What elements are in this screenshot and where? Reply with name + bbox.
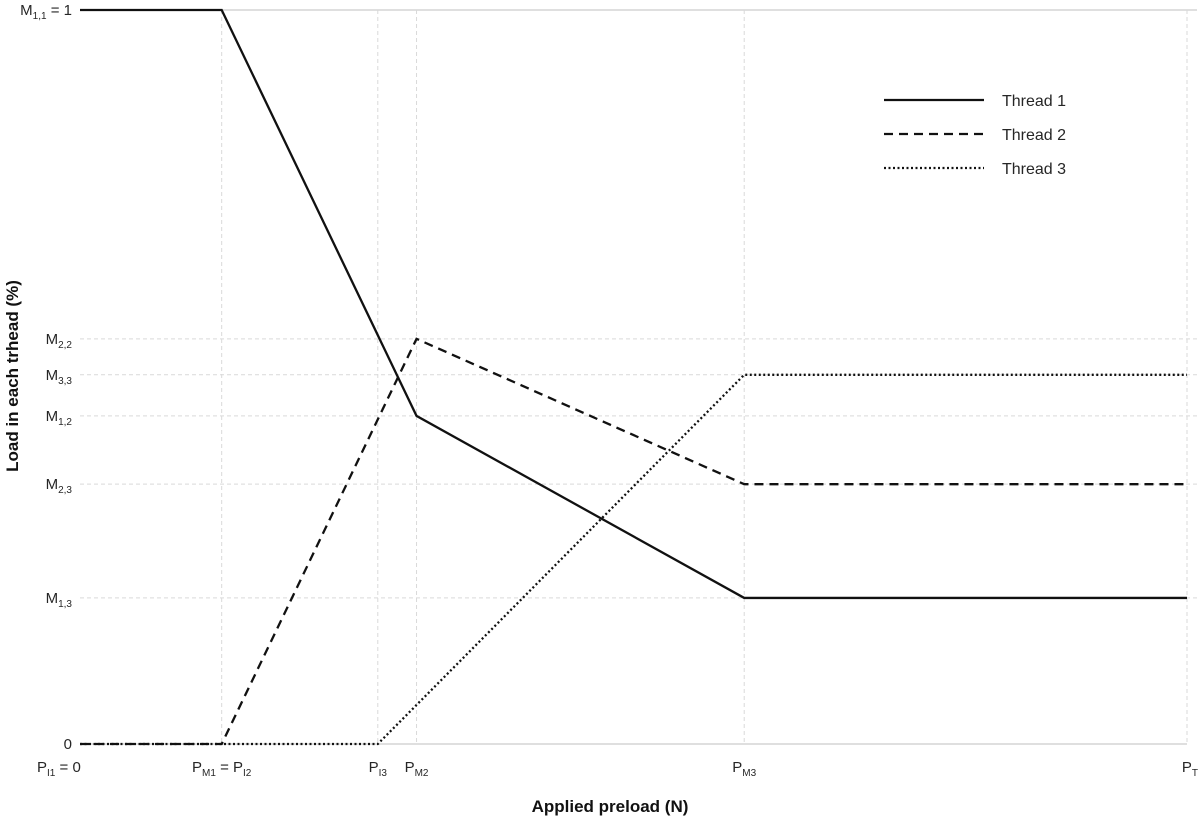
legend: Thread 1 Thread 2 Thread 3	[884, 93, 1066, 178]
y-tick-label: M2,2	[46, 331, 73, 351]
y-tick-label: 0	[64, 736, 72, 753]
x-axis-title: Applied preload (N)	[532, 797, 689, 816]
x-tick-label: PI3	[369, 759, 388, 779]
y-tick-label: M1,2	[46, 408, 73, 428]
x-tick-label: PM1 = PI2	[192, 759, 252, 779]
legend-label-thread-2: Thread 2	[1002, 127, 1066, 144]
y-axis-title: Load in each trhead (%)	[3, 280, 22, 472]
y-tick-label: M1,3	[46, 590, 73, 610]
grid-layer	[80, 9, 1197, 744]
y-tick-label: M1,1 = 1	[20, 2, 72, 22]
x-tick-label: PT	[1182, 759, 1198, 779]
legend-label-thread-1: Thread 1	[1002, 93, 1066, 110]
series-line-thread-3	[80, 373, 1187, 746]
y-tick-label: M2,3	[46, 476, 73, 496]
legend-label-thread-3: Thread 3	[1002, 161, 1066, 178]
tick-labels: M1,1 = 1 M2,2 M3,3 M1,2 M2,3 M1,3 0 PI1 = 0 PM1 …	[20, 2, 1198, 779]
series-layer	[80, 8, 1187, 746]
y-tick-label: M3,3	[46, 367, 73, 387]
x-tick-label: PI1 = 0	[37, 759, 81, 779]
x-tick-label: PM3	[732, 759, 756, 779]
series-line-thread-2	[80, 337, 1187, 746]
series-line-thread-1	[80, 8, 1187, 600]
x-tick-label: PM2	[405, 759, 429, 779]
